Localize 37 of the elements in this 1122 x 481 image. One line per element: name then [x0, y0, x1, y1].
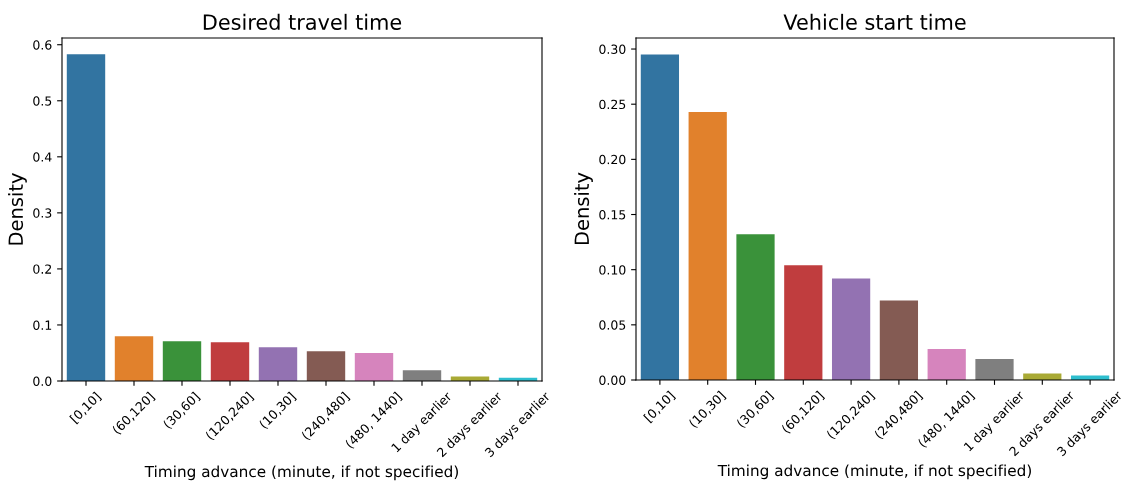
bar	[736, 234, 775, 380]
bar	[210, 342, 250, 381]
y-tick-label: 0.00	[599, 375, 626, 385]
y-tick-label: 0.20	[599, 154, 626, 165]
bar	[306, 351, 346, 381]
bar	[258, 347, 298, 381]
y-axis-title: Density	[574, 172, 593, 245]
x-axis-title: Timing advance (minute, if not specified)	[144, 465, 458, 481]
bar	[688, 111, 727, 380]
bar	[114, 336, 154, 381]
y-axis-title: Density	[8, 173, 27, 245]
y-tick-label: 0.6	[33, 40, 52, 50]
bar	[831, 278, 871, 380]
y-tick-label: 0.1	[33, 320, 52, 330]
y-tick-label: 0.4	[33, 152, 52, 162]
y-tick-label: 0.0	[33, 376, 52, 386]
bar	[1023, 373, 1062, 380]
chart-title: Vehicle start time	[783, 13, 966, 30]
bar	[879, 300, 919, 380]
bar	[640, 54, 680, 380]
bar	[975, 359, 1014, 380]
bar	[402, 370, 442, 381]
bar	[927, 349, 966, 380]
y-tick-label: 0.25	[599, 99, 626, 110]
bar	[66, 54, 106, 381]
y-tick-label: 0.2	[33, 264, 52, 274]
bar	[354, 352, 394, 381]
y-tick-label: 0.30	[599, 44, 626, 54]
x-axis-title: Timing advance (minute, if not specified)	[717, 464, 1031, 480]
y-tick-label: 0.15	[599, 209, 626, 220]
bar	[162, 341, 202, 381]
y-tick-label: 0.10	[599, 265, 626, 275]
y-tick-label: 0.05	[599, 320, 626, 330]
y-tick-label: 0.3	[33, 208, 52, 218]
chart-title: Desired travel time	[203, 13, 402, 30]
y-tick-label: 0.5	[33, 96, 52, 106]
bar	[784, 265, 823, 380]
